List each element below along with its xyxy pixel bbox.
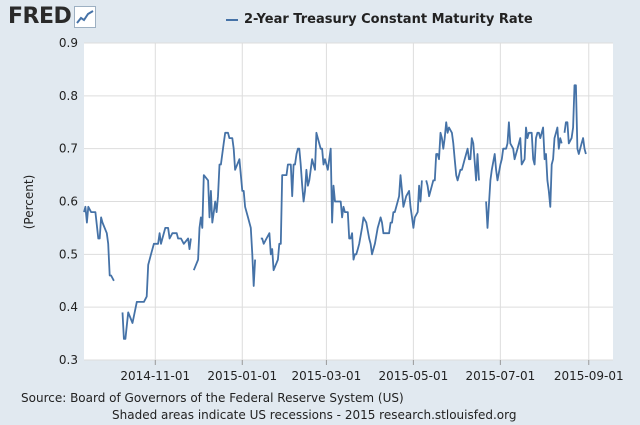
gridlines bbox=[84, 42, 613, 365]
y-tick-label: 0.6 bbox=[59, 195, 78, 209]
source-text: Source: Board of Governors of the Federa… bbox=[21, 391, 404, 405]
y-tick-label: 0.4 bbox=[59, 300, 78, 314]
chart-legend: 2-Year Treasury Constant Maturity Rate bbox=[226, 12, 533, 27]
y-tick-label: 0.9 bbox=[59, 36, 78, 50]
series-line-segment bbox=[425, 121, 480, 198]
x-tick-label: 2015-05-01 bbox=[379, 369, 449, 383]
series-line-segment bbox=[121, 226, 192, 340]
series-line-segment bbox=[485, 121, 563, 229]
y-tick-label: 0.5 bbox=[59, 247, 78, 261]
chart-graph-icon bbox=[74, 5, 97, 28]
y-axis-ticks: 0.3 0.4 0.5 0.6 0.7 0.8 0.9 bbox=[59, 36, 78, 367]
x-tick-label: 2015-03-01 bbox=[292, 369, 362, 383]
x-axis-ticks: 2014-11-01 2015-01-01 2015-03-01 2015-05-01… bbox=[120, 369, 623, 383]
series-line-segment bbox=[260, 131, 423, 272]
y-axis-label: (Percent) bbox=[22, 174, 36, 230]
y-tick-label: 0.7 bbox=[59, 142, 78, 156]
recession-note: Shaded areas indicate US recessions - 20… bbox=[112, 408, 517, 422]
legend-swatch bbox=[226, 18, 238, 21]
y-tick-label: 0.3 bbox=[59, 353, 78, 367]
series-line-segment bbox=[83, 205, 115, 282]
series-line-segment bbox=[563, 84, 587, 155]
series-line-group bbox=[83, 84, 587, 340]
y-tick-label: 0.8 bbox=[59, 89, 78, 103]
x-tick-label: 2014-11-01 bbox=[120, 369, 190, 383]
fred-logo-text: FRED bbox=[8, 4, 72, 29]
series-line-segment bbox=[192, 131, 256, 287]
fred-logo: FRED bbox=[8, 4, 97, 29]
x-tick-label: 2015-07-01 bbox=[465, 369, 535, 383]
x-tick-label: 2015-09-01 bbox=[554, 369, 624, 383]
legend-series-label: 2-Year Treasury Constant Maturity Rate bbox=[244, 12, 533, 27]
x-tick-label: 2015-01-01 bbox=[207, 369, 277, 383]
